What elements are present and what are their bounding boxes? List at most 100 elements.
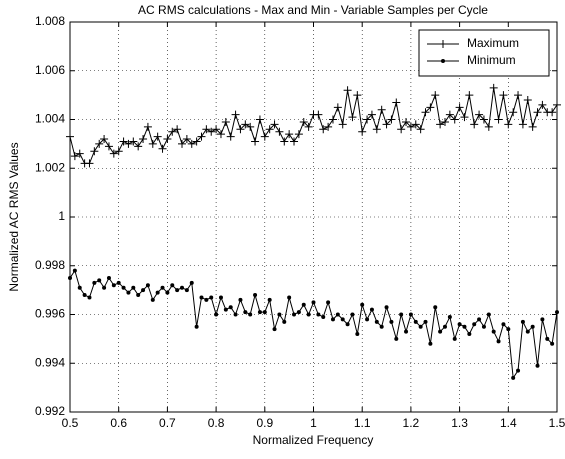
marker <box>121 285 126 290</box>
marker <box>155 290 160 295</box>
marker <box>182 135 191 143</box>
marker <box>486 312 491 317</box>
marker <box>238 297 243 302</box>
y-tick-label: 1.004 <box>35 112 65 126</box>
marker <box>136 293 141 297</box>
marker <box>533 108 542 117</box>
marker <box>194 324 199 329</box>
marker <box>207 127 216 136</box>
marker <box>267 297 272 302</box>
y-tick-label: 0.994 <box>35 355 65 369</box>
marker <box>299 117 308 126</box>
marker <box>163 135 172 143</box>
marker <box>236 125 245 134</box>
marker <box>348 113 357 122</box>
marker <box>433 305 438 310</box>
marker <box>280 137 289 146</box>
marker <box>345 322 350 327</box>
marker <box>106 275 111 280</box>
marker <box>212 125 221 134</box>
marker <box>392 98 401 107</box>
marker <box>511 375 516 380</box>
marker <box>413 319 418 324</box>
marker <box>545 336 550 341</box>
marker <box>192 137 201 146</box>
marker <box>184 288 189 293</box>
marker <box>170 283 175 288</box>
marker <box>218 295 223 300</box>
marker <box>129 137 138 146</box>
marker <box>406 122 415 131</box>
marker <box>484 122 493 131</box>
marker <box>402 117 411 126</box>
marker <box>126 290 131 295</box>
marker <box>436 120 445 129</box>
marker <box>296 310 301 315</box>
marker <box>365 317 370 322</box>
marker <box>540 317 545 322</box>
marker <box>411 120 420 129</box>
marker <box>442 324 447 329</box>
marker <box>202 125 211 134</box>
marker <box>160 285 165 290</box>
marker <box>404 329 409 334</box>
x-tick-label: 0.9 <box>256 416 273 430</box>
marker <box>369 307 374 312</box>
marker <box>173 125 182 134</box>
x-tick-label: 0.8 <box>208 416 225 430</box>
marker <box>148 139 157 148</box>
marker <box>353 91 362 100</box>
marker <box>270 120 279 129</box>
legend-marker <box>439 40 447 48</box>
marker <box>158 144 167 153</box>
marker <box>228 305 233 310</box>
marker <box>399 312 404 317</box>
marker <box>95 139 104 148</box>
marker <box>455 103 464 112</box>
marker <box>290 137 299 146</box>
marker <box>141 288 146 293</box>
marker <box>343 86 352 95</box>
marker <box>282 319 287 324</box>
marker <box>314 110 323 119</box>
marker <box>75 149 84 158</box>
marker <box>462 324 467 329</box>
marker <box>111 283 116 288</box>
marker <box>408 312 413 317</box>
marker <box>255 115 264 124</box>
marker <box>262 310 267 315</box>
marker <box>134 142 143 151</box>
plot-frame <box>69 21 558 413</box>
marker <box>319 125 328 134</box>
marker <box>272 327 277 332</box>
marker <box>535 363 540 368</box>
marker <box>470 120 479 129</box>
marker <box>175 288 180 293</box>
marker <box>294 130 303 139</box>
marker <box>139 135 148 143</box>
marker <box>197 132 206 141</box>
marker <box>509 108 518 117</box>
marker <box>450 115 459 124</box>
marker <box>477 317 482 322</box>
marker <box>153 132 162 141</box>
marker <box>440 117 449 126</box>
x-tick-label: 1 <box>310 416 317 430</box>
marker <box>501 322 506 327</box>
marker <box>335 312 340 317</box>
marker <box>472 322 477 327</box>
marker <box>418 324 423 329</box>
marker <box>447 314 452 319</box>
marker <box>382 120 391 129</box>
marker <box>555 310 559 315</box>
marker <box>516 368 521 373</box>
marker <box>253 293 258 297</box>
marker <box>324 122 333 131</box>
marker <box>333 103 342 112</box>
marker <box>506 327 511 332</box>
marker <box>489 83 498 92</box>
marker <box>428 341 433 346</box>
marker <box>287 295 292 300</box>
marker <box>85 159 94 168</box>
marker <box>143 122 152 131</box>
